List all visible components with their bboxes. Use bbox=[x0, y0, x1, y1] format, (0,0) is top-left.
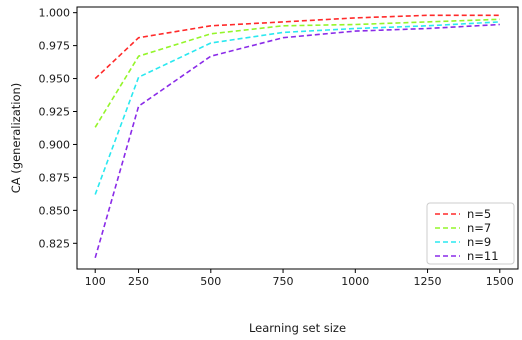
series-line-n-7 bbox=[94, 18, 500, 128]
y-tick-label: 0.975 bbox=[39, 40, 71, 53]
x-tick-label: 750 bbox=[273, 275, 294, 288]
x-axis-label: Learning set size bbox=[249, 321, 346, 335]
x-tick-label: 100 bbox=[85, 275, 106, 288]
y-tick-label: 1.000 bbox=[39, 7, 71, 20]
x-tick-label: 1250 bbox=[414, 275, 442, 288]
legend-entry: n=7 bbox=[467, 221, 491, 235]
y-tick-label: 0.950 bbox=[39, 73, 71, 86]
y-axis: 0.825 0.850 0.875 0.900 0.925 0.950 0.975 1.000 bbox=[39, 7, 77, 250]
series-layer bbox=[94, 14, 500, 259]
y-tick-label: 0.900 bbox=[39, 138, 71, 151]
legend-entry: n=9 bbox=[467, 235, 491, 249]
legend-box bbox=[426, 202, 515, 265]
x-tick-label: 1500 bbox=[486, 275, 514, 288]
series-line-n-11 bbox=[94, 23, 500, 259]
y-tick-label: 0.875 bbox=[39, 171, 71, 184]
plot-area bbox=[76, 6, 519, 270]
legend-entry: n=5 bbox=[467, 207, 491, 221]
x-tick-label: 500 bbox=[200, 275, 221, 288]
x-axis: 100 250 500 750 1000 1250 1500 bbox=[85, 269, 514, 288]
x-tick-label: 1000 bbox=[341, 275, 369, 288]
series-line-n-5 bbox=[94, 14, 500, 80]
y-tick-label: 0.825 bbox=[39, 237, 71, 250]
legend: n=5n=7n=9n=11 bbox=[426, 202, 515, 265]
series-line-n-9 bbox=[94, 21, 500, 195]
legend-entry: n=11 bbox=[467, 249, 499, 263]
plot-frame bbox=[76, 6, 519, 270]
y-tick-label: 0.850 bbox=[39, 204, 71, 217]
y-axis-label: CA (generalization) bbox=[9, 83, 23, 194]
y-tick-label: 0.925 bbox=[39, 106, 71, 119]
x-tick-label: 250 bbox=[128, 275, 149, 288]
